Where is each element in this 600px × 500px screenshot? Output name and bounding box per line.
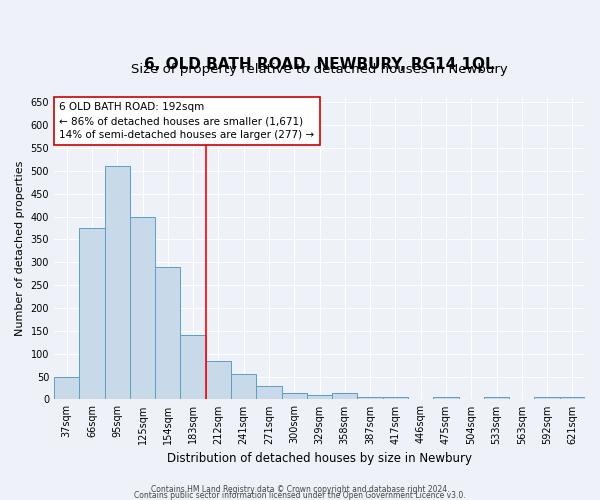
Bar xyxy=(155,267,181,400)
Bar xyxy=(231,374,256,400)
X-axis label: Distribution of detached houses by size in Newbury: Distribution of detached houses by size … xyxy=(167,452,472,465)
Bar xyxy=(104,166,130,400)
Bar xyxy=(358,397,383,400)
Bar xyxy=(54,376,79,400)
Bar xyxy=(433,397,458,400)
Bar xyxy=(256,386,281,400)
Bar xyxy=(181,336,206,400)
Y-axis label: Number of detached properties: Number of detached properties xyxy=(15,161,25,336)
Bar xyxy=(560,397,585,400)
Text: Contains public sector information licensed under the Open Government Licence v3: Contains public sector information licen… xyxy=(134,490,466,500)
Bar xyxy=(484,397,509,400)
Bar xyxy=(332,394,358,400)
Text: 6 OLD BATH ROAD: 192sqm
← 86% of detached houses are smaller (1,671)
14% of semi: 6 OLD BATH ROAD: 192sqm ← 86% of detache… xyxy=(59,102,314,141)
Bar xyxy=(206,362,231,400)
Bar xyxy=(535,397,560,400)
Bar xyxy=(79,228,104,400)
Bar xyxy=(281,392,307,400)
Bar xyxy=(307,395,332,400)
Text: Contains HM Land Registry data © Crown copyright and database right 2024.: Contains HM Land Registry data © Crown c… xyxy=(151,484,449,494)
Title: Size of property relative to detached houses in Newbury: Size of property relative to detached ho… xyxy=(131,62,508,76)
Bar xyxy=(130,216,155,400)
Text: 6, OLD BATH ROAD, NEWBURY, RG14 1QL: 6, OLD BATH ROAD, NEWBURY, RG14 1QL xyxy=(144,57,495,72)
Bar xyxy=(383,397,408,400)
